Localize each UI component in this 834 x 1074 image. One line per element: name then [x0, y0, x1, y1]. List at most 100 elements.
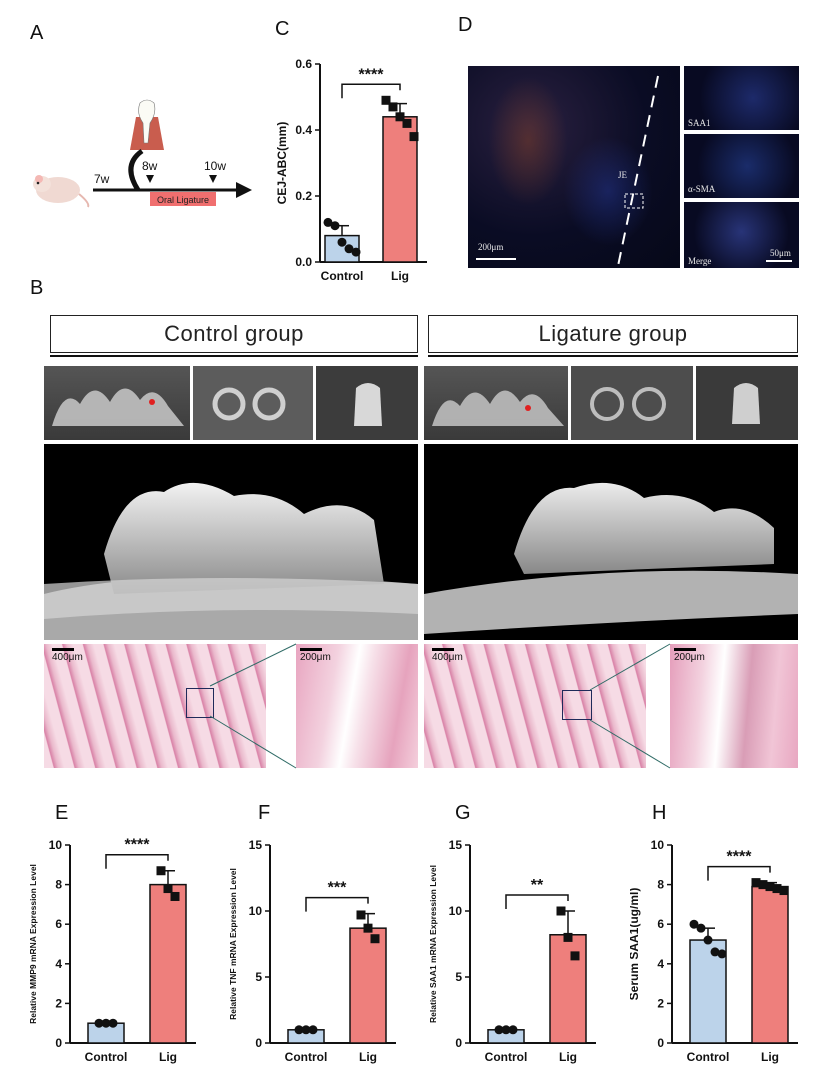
y-tick-label: 8: [657, 878, 664, 892]
data-point: [301, 1025, 311, 1035]
panel-label-d: D: [458, 14, 473, 36]
data-point: [689, 919, 699, 929]
data-point: [570, 951, 580, 961]
histology-high-ligature: [670, 644, 798, 768]
scalebar-low-ligature: 400μm: [432, 648, 463, 663]
bar-lig: [549, 934, 587, 1044]
data-point: [765, 882, 775, 892]
control-group-header: Control group: [50, 315, 418, 353]
y-axis-label: Relative SAA1 mRNA Expression Level: [428, 865, 438, 1023]
y-tick-label: 5: [255, 970, 262, 984]
data-point: [409, 132, 419, 142]
timeline-label-7w: 7w: [94, 172, 110, 186]
data-point: [170, 891, 180, 901]
data-point: [344, 244, 354, 254]
tooth-icon: [130, 99, 164, 150]
data-point: [710, 947, 720, 957]
scalebar-high-ligature: 200μm: [674, 648, 705, 663]
bar-lig: [349, 927, 387, 1044]
y-tick-label: 15: [249, 838, 263, 852]
data-point: [163, 884, 173, 894]
data-point: [356, 910, 366, 920]
y-tick-label: 10: [249, 904, 263, 918]
data-point: [696, 923, 706, 933]
x-tick-label: Lig: [391, 269, 409, 283]
data-point: [370, 934, 380, 944]
data-point: [94, 1018, 104, 1028]
significance-bracket: [505, 894, 569, 909]
data-point: [101, 1018, 111, 1028]
y-axis-label: Relative TNF mRNA Expression Level: [228, 868, 238, 1020]
x-tick-label: Lig: [359, 1050, 377, 1064]
data-point: [402, 118, 412, 128]
significance-bracket: [105, 853, 169, 869]
data-point: [717, 949, 727, 959]
ct-coronal-ligature: [696, 366, 798, 440]
je-label: JE: [618, 170, 627, 180]
y-tick-label: 0: [255, 1036, 262, 1050]
ligature-group-divider: [428, 355, 798, 357]
y-tick-label: 6: [657, 917, 664, 931]
timeline-label-10w: 10w: [204, 159, 226, 173]
y-tick-label: 15: [449, 838, 463, 852]
y-tick-label: 10: [651, 838, 665, 852]
x-tick-label: Control: [285, 1050, 328, 1064]
significance-label: ***: [328, 880, 347, 897]
bar-lig: [149, 883, 187, 1044]
y-tick-label: 0: [657, 1036, 664, 1050]
fluorescence-scale-inset: 50μm: [770, 248, 791, 258]
panel-label-f: F: [258, 802, 271, 824]
ct-sagittal-control: [44, 366, 190, 440]
data-point: [395, 112, 405, 122]
scalebar-high-control: 200μm: [300, 648, 331, 663]
significance-bracket: [341, 83, 401, 99]
fluorescence-scale-main: 200μm: [478, 242, 504, 252]
y-tick-label: 8: [55, 878, 62, 892]
ct-axial-control: [193, 366, 313, 440]
y-tick-label: 2: [55, 996, 62, 1010]
y-tick-label: 0: [455, 1036, 462, 1050]
data-point: [494, 1025, 504, 1035]
data-point: [508, 1025, 518, 1035]
render-3d-ligature: [424, 444, 798, 640]
data-point: [501, 1025, 511, 1035]
histology-low-ligature: [424, 644, 646, 768]
chart-e: 0 2 4 6 8 10 Relative MMP9 mRNA Expression Lev…: [28, 837, 196, 1064]
mouse-icon: [33, 175, 90, 208]
chart-g: 0 5 10 15 Relative SAA1 mRNA Expression Leve…: [428, 838, 596, 1064]
data-point: [556, 906, 566, 916]
data-point: [758, 880, 768, 890]
histology-high-control: [296, 644, 418, 768]
y-axis-label: Relative MMP9 mRNA Expression Level: [28, 864, 38, 1024]
data-point: [351, 247, 361, 257]
significance-label: ****: [125, 837, 151, 854]
data-point: [388, 102, 398, 112]
chart-c: 0.0 0.2 0.4 0.6 CEJ-ABC(mm) Control Lig ****: [275, 57, 427, 283]
y-tick-label: 0.2: [295, 189, 312, 203]
fluorescence-inset-merge: Merge 50μm: [684, 202, 799, 268]
data-point: [330, 221, 340, 231]
fluorescence-inset-saa1: SAA1: [684, 66, 799, 130]
x-tick-label: Lig: [159, 1050, 177, 1064]
significance-label: ****: [727, 849, 753, 866]
chart-h: 0 2 4 6 8 10 Serum SAA1(ug/ml) Control Lig ****: [630, 838, 798, 1064]
y-tick-label: 0.6: [295, 57, 312, 71]
y-tick-label: 10: [49, 838, 63, 852]
inset-label-merge: Merge: [688, 256, 712, 266]
bar-lig: [751, 885, 789, 1044]
ligature-group-header: Ligature group: [428, 315, 798, 353]
significance-label: ****: [359, 66, 385, 83]
y-tick-label: 0.4: [295, 123, 312, 137]
panel-label-c: C: [275, 18, 290, 40]
ct-coronal-control: [316, 366, 418, 440]
fluorescence-main-image: JE 200μm: [468, 66, 680, 268]
zoom-lines-control: [209, 643, 297, 769]
y-axis-label: CEJ-ABC(mm): [275, 122, 289, 205]
data-point: [772, 884, 782, 894]
histology-low-control: [44, 644, 266, 768]
ct-sagittal-ligature: [424, 366, 568, 440]
data-point: [294, 1025, 304, 1035]
inset-label-asma: α-SMA: [688, 184, 716, 194]
y-tick-label: 6: [55, 917, 62, 931]
data-point: [156, 866, 166, 876]
